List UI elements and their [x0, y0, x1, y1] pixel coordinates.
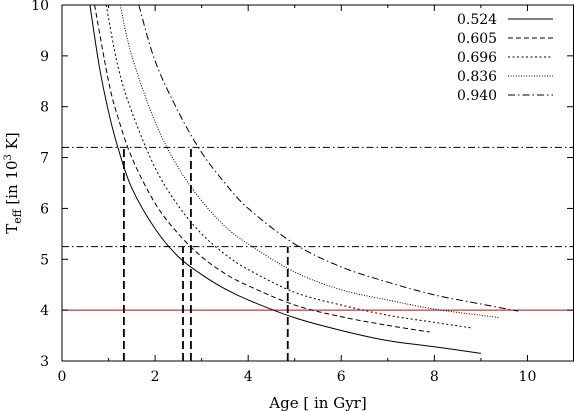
legend-label-2: 0.605 — [457, 31, 497, 47]
x-axis-title: Age [ in Gyr] — [268, 394, 366, 412]
series-line-2 — [94, 5, 430, 333]
x-tick-label: 2 — [151, 369, 160, 385]
x-tick-label: 10 — [519, 369, 537, 385]
x-tick-label: 4 — [244, 369, 253, 385]
y-axis-title-sup: 3 — [3, 154, 14, 160]
y-tick-label: 7 — [40, 151, 49, 167]
axis-ticks: 0 2 4 6 8 10 3 4 5 6 7 8 9 10 — [31, 0, 573, 385]
y-tick-label: 10 — [31, 0, 49, 14]
series-line-5 — [138, 5, 519, 312]
series-line-1 — [89, 5, 481, 354]
legend: 0.524 0.605 0.696 0.836 0.940 — [457, 12, 553, 104]
series-line-3 — [105, 5, 472, 329]
legend-label-4: 0.836 — [457, 69, 497, 85]
y-tick-label: 3 — [40, 354, 49, 370]
legend-label-5: 0.940 — [457, 88, 497, 104]
y-tick-label: 6 — [40, 201, 49, 217]
series-line-4 — [119, 5, 500, 319]
y-axis-title-text1: [in 10 — [3, 160, 21, 209]
y-tick-label: 8 — [40, 100, 49, 116]
series-lines — [89, 5, 519, 354]
x-tick-label: 0 — [58, 369, 67, 385]
y-tick-label: 4 — [40, 303, 49, 319]
y-axis-title-sub: eff — [11, 208, 24, 224]
y-axis-title-text2: K] — [3, 132, 21, 154]
x-tick-label: 6 — [337, 369, 346, 385]
reference-lines — [62, 146, 574, 361]
y-tick-label: 5 — [40, 252, 49, 268]
y-axis-title-base: T — [3, 224, 21, 234]
y-axis-title: Teff [in 103 K] — [3, 132, 24, 233]
y-tick-label: 9 — [40, 49, 49, 65]
legend-label-3: 0.696 — [457, 50, 497, 66]
x-tick-label: 8 — [430, 369, 439, 385]
legend-label-1: 0.524 — [457, 12, 497, 28]
